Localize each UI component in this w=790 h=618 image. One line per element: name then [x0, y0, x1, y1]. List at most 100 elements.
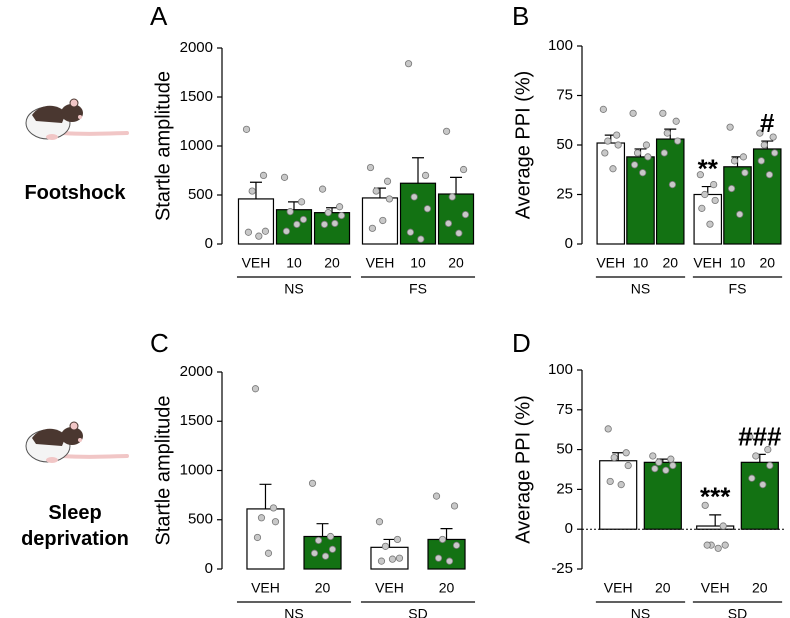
y-tick-label: 0 [205, 235, 213, 252]
y-tick-label: 100 [548, 37, 573, 54]
x-tick-label: 20 [655, 580, 671, 596]
data-point [461, 211, 470, 219]
data-point [452, 541, 461, 549]
data-point [757, 157, 765, 165]
y-tick-label: 100 [548, 361, 573, 378]
bar [275, 209, 313, 245]
x-tick-label: 20 [448, 255, 464, 271]
y-tick-label: 500 [188, 511, 213, 528]
data-point [601, 149, 609, 157]
data-point [696, 171, 704, 179]
data-point [271, 518, 280, 526]
x-tick-label: VEH [604, 580, 633, 596]
data-point [381, 542, 390, 550]
error-bar [612, 452, 625, 461]
data-point [719, 522, 727, 530]
data-point [395, 554, 404, 562]
y-tick-label: 0 [205, 560, 213, 577]
bar [599, 460, 638, 530]
data-point [377, 557, 386, 565]
data-point [379, 216, 387, 225]
x-tick-label: 20 [662, 255, 678, 271]
data-point [314, 536, 323, 545]
y-tick-label: 25 [556, 480, 573, 497]
row-label: Footshock [24, 182, 126, 204]
x-tick-label: 10 [410, 255, 426, 271]
bar [303, 535, 342, 570]
data-point [644, 153, 652, 161]
data-point [444, 219, 453, 228]
bar [655, 138, 685, 245]
data-point [672, 117, 680, 125]
y-tick-label: 1500 [180, 412, 213, 429]
data-point [438, 535, 447, 544]
data-point [432, 492, 441, 500]
data-point [714, 544, 722, 552]
data-point [450, 502, 459, 510]
y-tick-label: 2000 [180, 363, 213, 380]
y-tick-label: 50 [556, 441, 573, 458]
data-point [448, 193, 456, 201]
data-point [320, 220, 329, 228]
data-point [633, 149, 642, 157]
data-point [308, 479, 317, 487]
panel-label: D [512, 328, 531, 358]
data-point [442, 127, 451, 135]
y-axis-label: Average PPI (%) [512, 71, 534, 220]
data-point [606, 477, 614, 486]
data-point [667, 455, 675, 463]
y-tick-label: -25 [551, 560, 573, 577]
data-point [639, 169, 647, 177]
group-label: FS [729, 281, 747, 297]
significance-label: ** [698, 153, 719, 183]
data-point [617, 481, 625, 489]
data-point [613, 131, 621, 139]
group-label: NS [284, 281, 303, 297]
data-point [244, 228, 253, 236]
data-point [328, 545, 337, 553]
data-point [383, 177, 392, 185]
panel-label: B [512, 1, 529, 31]
data-point [630, 161, 639, 169]
data-point [455, 229, 463, 237]
y-tick-label: 1500 [180, 88, 213, 105]
data-point [659, 109, 667, 117]
data-point [293, 220, 301, 228]
data-point [642, 141, 651, 149]
x-tick-label: VEH [251, 580, 280, 596]
error-bar [440, 528, 453, 540]
data-point [727, 184, 736, 193]
data-point [624, 461, 632, 470]
data-point [604, 137, 612, 145]
bar [752, 148, 782, 245]
panel-label: A [150, 1, 168, 31]
data-point [257, 514, 266, 522]
y-tick-label: 75 [556, 401, 573, 418]
data-point [622, 449, 630, 457]
data-point [423, 205, 432, 213]
data-point [698, 204, 706, 212]
bar [643, 461, 682, 530]
x-tick-label: VEH [596, 255, 625, 271]
group-label: NS [631, 606, 650, 618]
data-point [297, 198, 306, 206]
data-point [251, 385, 260, 393]
data-point [385, 195, 394, 203]
x-tick-label: VEH [693, 255, 722, 271]
data-point [242, 125, 251, 133]
significance-label: ### [738, 421, 782, 451]
data-point [326, 532, 335, 541]
data-point [388, 555, 397, 563]
data-point [286, 208, 294, 216]
data-point [711, 196, 719, 205]
data-point [756, 129, 764, 137]
data-point [710, 181, 718, 189]
rat-icon [25, 98, 129, 140]
row-label: Sleep deprivation [21, 502, 129, 550]
error-bar [412, 157, 424, 184]
data-point [318, 185, 327, 193]
data-point [741, 169, 749, 177]
error-bar [709, 514, 722, 527]
